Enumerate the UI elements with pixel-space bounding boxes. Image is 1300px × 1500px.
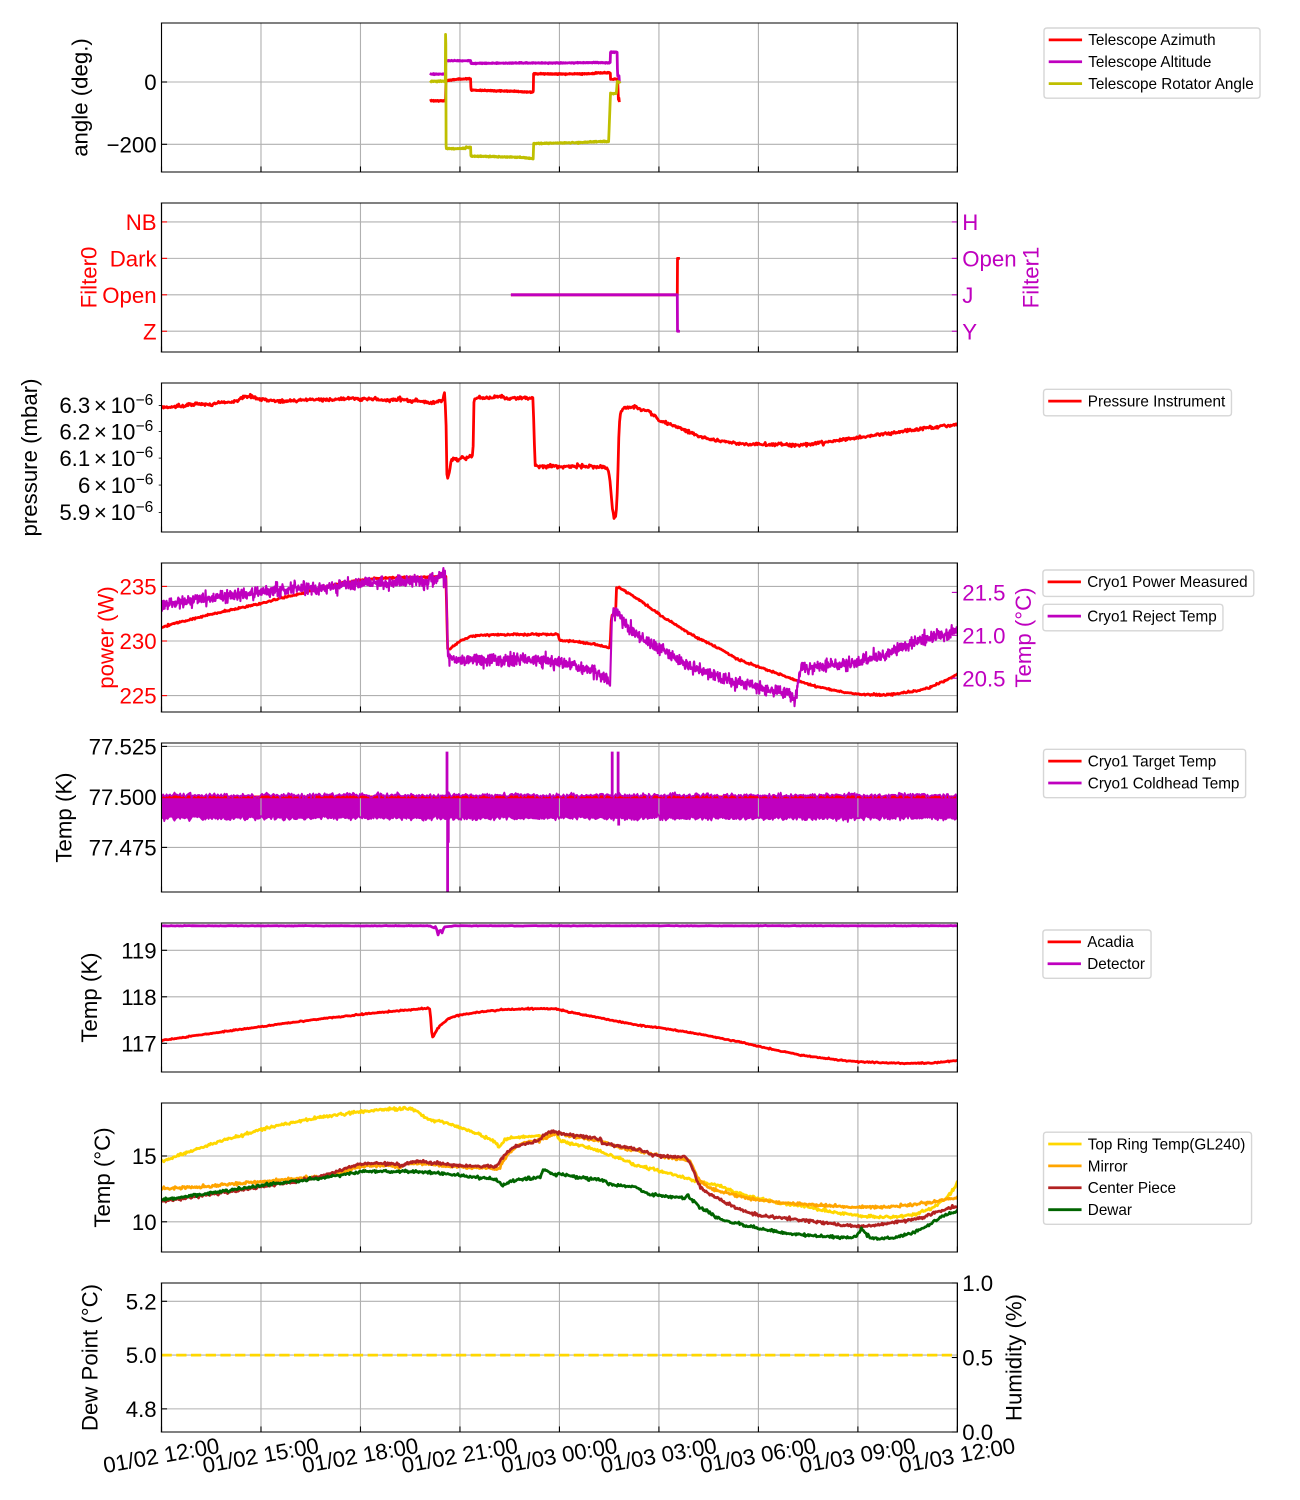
svg-text:Pressure Instrument: Pressure Instrument bbox=[1088, 393, 1226, 410]
svg-text:power (W): power (W) bbox=[93, 586, 118, 688]
svg-text:Mirror: Mirror bbox=[1088, 1158, 1128, 1175]
svg-text:Cryo1 Coldhead Temp: Cryo1 Coldhead Temp bbox=[1088, 775, 1240, 792]
svg-text:Cryo1 Reject Temp: Cryo1 Reject Temp bbox=[1087, 608, 1217, 625]
svg-text:Temp (K): Temp (K) bbox=[77, 952, 102, 1042]
svg-text:H: H bbox=[962, 210, 978, 235]
svg-text:Center Piece: Center Piece bbox=[1088, 1180, 1176, 1197]
svg-text:119: 119 bbox=[121, 938, 156, 963]
svg-text:Acadia: Acadia bbox=[1087, 934, 1134, 951]
svg-text:118: 118 bbox=[121, 985, 156, 1010]
svg-text:21.0: 21.0 bbox=[962, 623, 1005, 648]
svg-text:−200: −200 bbox=[107, 132, 157, 157]
svg-text:Filter0: Filter0 bbox=[76, 247, 101, 309]
svg-text:angle (deg.): angle (deg.) bbox=[67, 38, 92, 157]
svg-text:6 . 1: 6 . 1 × 1 0 − 6 bbox=[59, 438, 153, 471]
svg-text:Y: Y bbox=[962, 319, 977, 344]
svg-text:20.5: 20.5 bbox=[962, 666, 1005, 691]
svg-text:10: 10 bbox=[132, 1210, 157, 1235]
svg-text:4.8: 4.8 bbox=[126, 1397, 157, 1422]
svg-text:225: 225 bbox=[120, 684, 157, 709]
svg-text:Top Ring Temp(GL240): Top Ring Temp(GL240) bbox=[1088, 1136, 1246, 1153]
svg-text:5 . 9: 5 . 9 × 1 0 − 6 bbox=[59, 492, 153, 525]
svg-text:77.525: 77.525 bbox=[89, 734, 157, 759]
svg-text:Humidity (%): Humidity (%) bbox=[1001, 1294, 1026, 1421]
svg-text:235: 235 bbox=[120, 574, 157, 599]
svg-text:15: 15 bbox=[132, 1144, 157, 1169]
svg-text:21.5: 21.5 bbox=[962, 580, 1005, 605]
svg-text:Open: Open bbox=[102, 283, 156, 308]
svg-text:77.500: 77.500 bbox=[89, 785, 157, 810]
svg-text:Cryo1 Power Measured: Cryo1 Power Measured bbox=[1087, 574, 1247, 591]
svg-text:Temp (°C): Temp (°C) bbox=[90, 1127, 115, 1227]
svg-text:0.5: 0.5 bbox=[962, 1346, 993, 1371]
svg-text:Dewar: Dewar bbox=[1088, 1202, 1132, 1219]
svg-text:6 × 1: 6 × 1 0 − 6 bbox=[78, 465, 153, 498]
svg-text:6 . 3: 6 . 3 × 1 0 − 6 bbox=[59, 385, 153, 418]
svg-text:117: 117 bbox=[121, 1031, 156, 1056]
svg-text:Temp (°C): Temp (°C) bbox=[1011, 587, 1036, 687]
svg-text:Detector: Detector bbox=[1087, 956, 1145, 973]
svg-text:230: 230 bbox=[120, 629, 157, 654]
svg-text:J: J bbox=[962, 283, 973, 308]
svg-text:NB: NB bbox=[126, 210, 157, 235]
svg-text:Temp (K): Temp (K) bbox=[52, 772, 77, 862]
svg-text:1.0: 1.0 bbox=[962, 1271, 993, 1296]
svg-text:Telescope Azimuth: Telescope Azimuth bbox=[1088, 32, 1215, 49]
svg-text:Filter1: Filter1 bbox=[1018, 247, 1043, 309]
svg-text:Z: Z bbox=[143, 319, 157, 344]
svg-text:Dark: Dark bbox=[110, 246, 158, 271]
svg-text:5.2: 5.2 bbox=[126, 1289, 157, 1314]
svg-text:0.0: 0.0 bbox=[962, 1420, 993, 1445]
svg-text:77.475: 77.475 bbox=[89, 835, 157, 860]
svg-text:Telescope Altitude: Telescope Altitude bbox=[1088, 54, 1211, 71]
svg-text:Telescope Rotator Angle: Telescope Rotator Angle bbox=[1088, 76, 1253, 93]
svg-text:5.0: 5.0 bbox=[126, 1343, 157, 1368]
svg-text:Cryo1 Target Temp: Cryo1 Target Temp bbox=[1088, 753, 1216, 770]
svg-text:6 . 2: 6 . 2 × 1 0 − 6 bbox=[59, 411, 153, 444]
svg-text:Open: Open bbox=[962, 246, 1016, 271]
svg-text:Dew Point (°C): Dew Point (°C) bbox=[78, 1284, 103, 1431]
svg-text:0: 0 bbox=[144, 70, 156, 95]
svg-text:pressure (mbar): pressure (mbar) bbox=[17, 378, 42, 536]
